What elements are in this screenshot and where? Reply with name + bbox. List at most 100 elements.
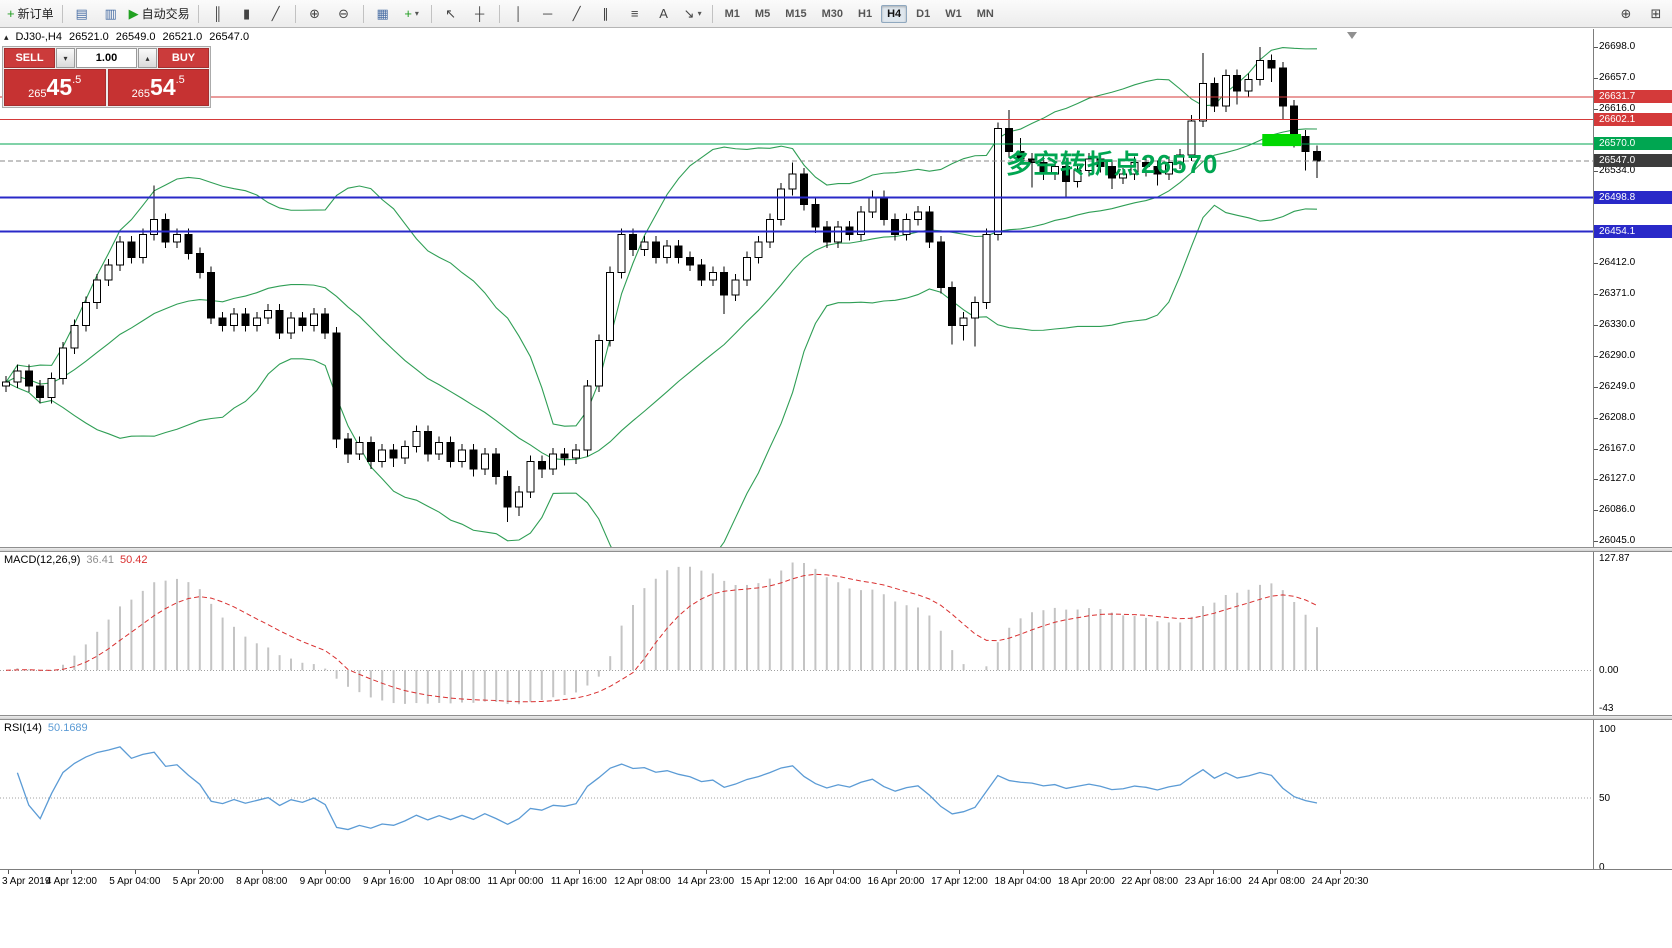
- price-tick-mark: [1594, 418, 1598, 419]
- search-button[interactable]: ⊕: [1612, 3, 1640, 25]
- ohlc-high: 26549.0: [115, 31, 156, 43]
- ask-prefix: 265: [131, 88, 151, 100]
- price-line-label: 26602.1: [1594, 112, 1672, 126]
- data-window-icon: ▥: [104, 6, 117, 21]
- timeframe-h4-button[interactable]: H4: [881, 4, 908, 23]
- one-click-panel-toggle-icon[interactable]: ▴: [4, 31, 9, 42]
- time-axis-label: 22 Apr 08:00: [1121, 876, 1179, 887]
- data-window-button[interactable]: ▥: [97, 3, 125, 25]
- zoom-out-button[interactable]: ⊖: [330, 3, 358, 25]
- horizontal-line-button[interactable]: ─: [534, 3, 562, 25]
- zoom-in-button[interactable]: ⊕: [301, 3, 329, 25]
- fibonacci-button[interactable]: ≡: [621, 3, 649, 25]
- panel-separator[interactable]: [0, 715, 1672, 720]
- volume-input[interactable]: [76, 48, 137, 68]
- ask-decimal: .5: [175, 74, 185, 86]
- indicators-button[interactable]: + ▾: [398, 3, 426, 25]
- price-tick-mark: [1594, 263, 1598, 264]
- new-order-button[interactable]: + 新订单: [4, 3, 57, 25]
- time-axis[interactable]: 3 Apr 2019 4 Apr 12:00 5 Apr 04:00 5 Apr 20…: [0, 869, 1672, 894]
- time-axis-label: 14 Apr 23:00: [677, 876, 735, 887]
- price-tick: 26127.0: [1599, 472, 1636, 484]
- price-tick-mark: [1594, 449, 1598, 450]
- time-axis-label: 10 Apr 08:00: [423, 876, 481, 887]
- time-axis-label: 24 Apr 20:30: [1311, 876, 1369, 887]
- timeframe-m15-button[interactable]: M15: [785, 7, 807, 20]
- caret-down-icon: ▾: [414, 9, 419, 18]
- time-axis-label: 24 Apr 08:00: [1248, 876, 1305, 887]
- timeframe-mn-button[interactable]: MN: [976, 7, 994, 20]
- time-axis-label: 15 Apr 12:00: [740, 876, 798, 887]
- timeframe-h1-button[interactable]: H1: [858, 7, 873, 20]
- price-tick-mark: [1594, 356, 1598, 357]
- crosshair-button[interactable]: ┼: [466, 3, 494, 25]
- tile-windows-button[interactable]: ▦: [369, 3, 397, 25]
- charts-window-button[interactable]: ▤: [68, 3, 96, 25]
- toolbar-separator: [430, 4, 432, 23]
- timeframe-m5-button[interactable]: M5: [754, 7, 771, 20]
- equidistant-channel-button[interactable]: ∥: [592, 3, 620, 25]
- vertical-line-button[interactable]: │: [505, 3, 533, 25]
- timeframe-w1-button[interactable]: W1: [945, 7, 962, 20]
- time-axis-label: 11 Apr 00:00: [487, 876, 544, 887]
- volume-decrease-button[interactable]: ▾: [56, 48, 75, 68]
- bar-chart-button[interactable]: ║: [204, 3, 232, 25]
- price-tick-mark: [1594, 325, 1598, 326]
- price-tick: 26371.0: [1599, 288, 1636, 300]
- macd-name: MACD(12,26,9): [4, 554, 81, 566]
- time-axis-label: 5 Apr 20:00: [172, 876, 224, 887]
- ask-big-digits: 54: [150, 74, 176, 100]
- toolbar-right-group: ⊕ ⊞: [1612, 3, 1672, 25]
- price-tick-mark: [1594, 47, 1598, 48]
- tile-windows-icon: ▦: [376, 6, 389, 21]
- time-tick-mark: [134, 870, 136, 874]
- toolbar-separator: [61, 4, 63, 23]
- chart-annotation-text: 多空转折点26570: [1006, 149, 1219, 179]
- trendline-button[interactable]: ╱: [563, 3, 591, 25]
- price-tick-mark: [1594, 109, 1598, 110]
- time-axis-label: 8 Apr 08:00: [236, 876, 288, 887]
- bid-prefix: 265: [28, 88, 47, 100]
- toolbar-separator: [294, 4, 296, 23]
- panel-separator[interactable]: [0, 547, 1672, 552]
- bid-big-digits: 45: [46, 74, 73, 100]
- sell-button[interactable]: SELL: [4, 48, 55, 68]
- price-tick-mark: [1594, 78, 1598, 79]
- buy-price-button[interactable]: 265 54.5: [107, 69, 209, 106]
- macd-scale-label: 127.87: [1599, 553, 1630, 564]
- time-tick-mark: [325, 870, 327, 874]
- macd-panel-svg[interactable]: [0, 552, 1593, 715]
- price-tick-mark: [1594, 479, 1598, 480]
- rsi-panel-svg[interactable]: [0, 720, 1593, 869]
- autotrade-button[interactable]: ▶ 自动交易: [126, 3, 193, 25]
- sell-price-button[interactable]: 265 45.5: [4, 69, 106, 106]
- time-axis-label: 16 Apr 20:00: [867, 876, 925, 887]
- candlestick-chart-button[interactable]: ▮: [233, 3, 261, 25]
- price-chart-svg[interactable]: [0, 29, 1593, 547]
- price-scale[interactable]: 26698.0 26657.0 26616.0 26534.0 26412.0 26371…: [1593, 29, 1672, 873]
- price-line-label: 26547.0: [1594, 154, 1672, 168]
- timeframe-d1-button[interactable]: D1: [916, 7, 931, 20]
- line-chart-button[interactable]: ╱: [262, 3, 290, 25]
- text-icon: A: [659, 6, 668, 21]
- bar-chart-icon: ║: [213, 6, 223, 21]
- search-icon: ⊕: [1620, 6, 1632, 21]
- price-tick: 26657.0: [1599, 72, 1636, 84]
- text-label-button[interactable]: A: [650, 3, 678, 25]
- toolbar-separator: [498, 4, 500, 23]
- price-tick-mark: [1594, 387, 1598, 388]
- ohlc-close: 26547.0: [209, 31, 250, 43]
- arrows-button[interactable]: ↘ ▾: [679, 3, 707, 25]
- toolbar-separator: [362, 4, 364, 23]
- cursor-button[interactable]: ↖: [437, 3, 465, 25]
- time-axis-label: 12 Apr 08:00: [613, 876, 671, 887]
- symbol-period-label: DJ30-,H4: [15, 31, 62, 43]
- time-tick-mark: [1276, 870, 1278, 874]
- timeframe-m1-button[interactable]: M1: [724, 7, 740, 20]
- quick-navigation-button[interactable]: ⊞: [1642, 3, 1670, 25]
- timeframe-m30-button[interactable]: M30: [821, 7, 843, 20]
- buy-button[interactable]: BUY: [158, 48, 209, 68]
- volume-increase-button[interactable]: ▴: [138, 48, 157, 68]
- price-tick-mark: [1594, 294, 1598, 295]
